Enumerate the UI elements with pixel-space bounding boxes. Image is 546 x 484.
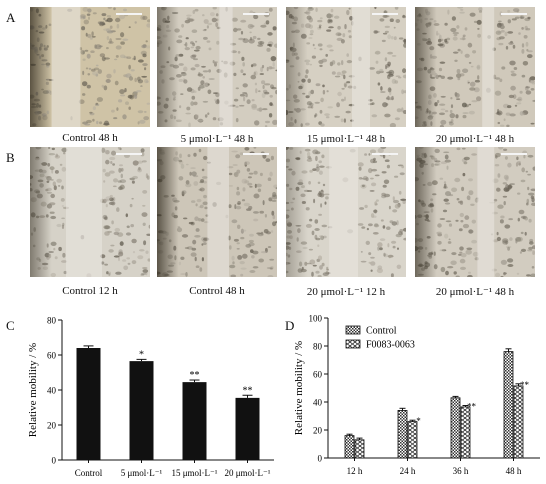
micrograph-b-20um-12h (286, 147, 406, 277)
significance-label: ** (243, 385, 253, 396)
caption-a-2: 5 μmol·L⁻¹ 48 h (180, 133, 254, 145)
significance-label: * (139, 349, 144, 360)
x-tick-label: 24 h (400, 466, 416, 476)
y-tick-label: 100 (309, 314, 323, 324)
cell-texture (286, 7, 406, 127)
bar (397, 410, 408, 459)
cell-texture (157, 7, 277, 127)
y-tick-label: 0 (52, 456, 57, 466)
x-tick-label: 20 μmol·L⁻¹ (224, 468, 270, 478)
chart-d: 0 20 40 60 80 100 Relative mobility / % 12 h * 24… (293, 314, 540, 476)
micrograph-a-control-48h (30, 7, 150, 127)
micrograph-a-5um-48h (157, 7, 277, 127)
caption-b-2: Control 48 h (189, 285, 245, 297)
scale-bar (501, 153, 527, 155)
significance-label: ** (467, 402, 477, 412)
scale-bar (116, 13, 142, 15)
y-tick-label: 60 (47, 351, 57, 361)
bar (460, 406, 471, 459)
cell-texture (415, 7, 535, 127)
bar (407, 421, 418, 459)
y-tick-label: 40 (313, 398, 323, 408)
significance-label: * (416, 416, 421, 426)
micrograph-a-15um-48h (286, 7, 406, 127)
y-tick-label: 80 (313, 342, 323, 352)
caption-b-1: Control 12 h (62, 285, 118, 297)
caption-a-3: 15 μmol·L⁻¹ 48 h (306, 133, 386, 145)
legend-label: F0083-0063 (366, 340, 415, 351)
cell-texture (415, 147, 535, 277)
legend-swatch (345, 325, 361, 335)
bar (344, 435, 355, 459)
x-tick-label: 15 μmol·L⁻¹ (171, 468, 217, 478)
y-axis-label: Relative mobility / % (27, 343, 39, 437)
x-tick-label: Control (75, 468, 103, 478)
panel-letter-c: C (6, 318, 15, 333)
bar (129, 361, 154, 460)
cell-texture (157, 147, 277, 277)
x-tick-label: 48 h (506, 466, 522, 476)
scale-bar (372, 153, 398, 155)
scale-bar (372, 13, 398, 15)
scale-bar (116, 153, 142, 155)
scale-bar (243, 13, 269, 15)
y-tick-label: 40 (47, 386, 57, 396)
bar (450, 397, 461, 459)
significance-label: ** (190, 370, 200, 381)
micrograph-b-20um-48h (415, 147, 535, 277)
bar (76, 348, 101, 460)
y-axis-label: Relative mobility / % (293, 341, 305, 435)
micrograph-b-control-12h (30, 147, 150, 277)
caption-a-1: Control 48 h (62, 132, 118, 144)
y-tick-label: 20 (47, 421, 57, 431)
y-tick-label: 0 (318, 454, 323, 464)
cell-texture (30, 147, 150, 277)
x-tick-label: 12 h (347, 466, 363, 476)
x-tick-label: 36 h (453, 466, 469, 476)
caption-a-4: 20 μmol·L⁻¹ 48 h (435, 133, 515, 145)
bar (235, 397, 260, 460)
y-tick-label: 60 (313, 370, 323, 380)
scale-bar (501, 13, 527, 15)
panel-letter-a: A (6, 10, 16, 25)
significance-label: ** (520, 380, 530, 390)
panel-letter-d: D (285, 318, 295, 333)
cell-texture (30, 7, 150, 127)
caption-b-4: 20 μmol·L⁻¹ 48 h (435, 286, 515, 298)
micrograph-b-control-48h (157, 147, 277, 277)
scale-bar (243, 153, 269, 155)
bar (354, 439, 365, 459)
caption-b-3: 20 μmol·L⁻¹ 12 h (306, 286, 386, 298)
bar (182, 382, 207, 460)
legend-swatch (345, 339, 361, 349)
panel-letter-b: B (6, 150, 15, 165)
cell-texture (286, 147, 406, 277)
legend-label: Control (366, 326, 397, 337)
micrograph-a-20um-48h (415, 7, 535, 127)
y-tick-label: 20 (313, 426, 323, 436)
bar (513, 385, 524, 459)
x-tick-label: 5 μmol·L⁻¹ (121, 468, 163, 478)
chart-c: 0 20 40 60 80 Relative mobility / % Control * 5 … (27, 316, 274, 478)
bar (503, 351, 514, 459)
y-tick-label: 80 (47, 316, 57, 326)
